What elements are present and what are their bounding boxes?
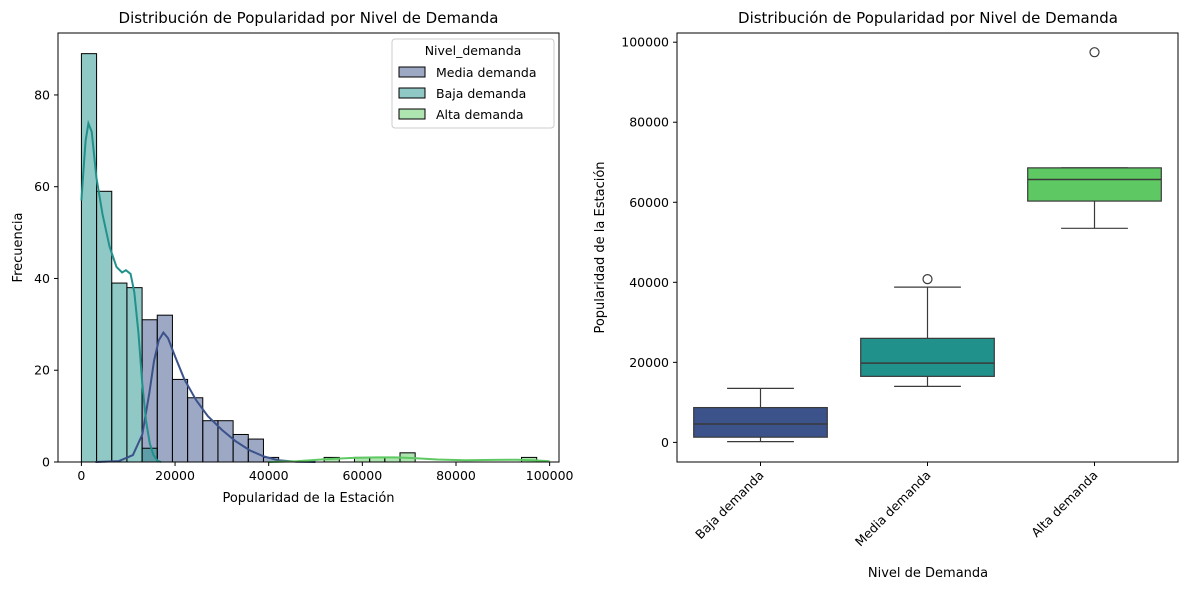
boxplot-title: Distribución de Popularidad por Nivel de… — [738, 9, 1118, 27]
hist-bar-baja-demanda-1 — [96, 190, 113, 463]
legend-label-baja: Baja demanda — [436, 86, 526, 101]
box-media-demanda — [860, 337, 995, 377]
hist-xtick-label-4: 80000 — [436, 468, 476, 483]
hist-bar-baja-demanda-4 — [141, 447, 158, 463]
hist-xtick-label-1: 20000 — [155, 468, 195, 483]
histogram-kde-lines — [80, 119, 550, 463]
hist-ytick-label-2: 40 — [34, 271, 50, 286]
histogram-bars — [80, 53, 538, 463]
box-ytick-label-3: 60000 — [629, 195, 669, 210]
legend-swatch-baja — [398, 87, 426, 99]
box-ytick-label-2: 40000 — [629, 275, 669, 290]
boxplot-x-label: Nivel de Demanda — [868, 566, 988, 581]
legend-swatch-alta — [398, 108, 426, 120]
histogram-title: Distribución de Popularidad por Nivel de… — [119, 9, 499, 27]
box-baja-demanda — [693, 406, 828, 438]
hist-bar-baja-demanda-2 — [111, 282, 128, 463]
histogram-y-label: Frecuencia — [11, 213, 26, 283]
box-ytick-label-1: 20000 — [629, 355, 669, 370]
legend-swatch-media — [398, 66, 426, 78]
box-ytick-label-5: 100000 — [621, 35, 669, 50]
box-ytick-label-4: 80000 — [629, 115, 669, 130]
histogram-chart: Distribución de Popularidad por Nivel de… — [11, 9, 574, 506]
hist-bar-baja-demanda-3 — [126, 287, 143, 463]
legend-label-media: Media demanda — [436, 65, 537, 80]
hist-xtick-label-2: 40000 — [249, 468, 289, 483]
hist-ytick-label-3: 60 — [34, 179, 50, 194]
hist-bar-baja-demanda-0 — [80, 53, 98, 463]
kde-line-alta-demanda — [268, 456, 550, 463]
outlier-media-demanda-0 — [922, 274, 933, 285]
boxplot-y-ticks: 0 20000 40000 60000 80000 100000 — [621, 35, 677, 450]
hist-ytick-label-0: 0 — [42, 455, 50, 470]
kde-line-baja-demanda — [80, 119, 162, 463]
hist-xtick-label-3: 60000 — [342, 468, 382, 483]
hist-bar-media-demanda-2 — [171, 378, 189, 463]
hist-xtick-label-5: 100000 — [526, 468, 574, 483]
kde-line-media-demanda — [95, 330, 316, 463]
legend-title: Nivel_demanda — [425, 43, 522, 58]
boxplot-y-label: Popularidad de la Estación — [593, 161, 608, 333]
hist-ytick-label-1: 20 — [34, 363, 50, 378]
histogram-y-ticks: 0 20 40 60 80 — [34, 87, 58, 470]
histogram-plot-frame — [57, 32, 560, 463]
boxplot-boxes — [693, 47, 1162, 443]
histogram-x-label: Popularidad de la Estación — [222, 491, 394, 506]
histogram-x-ticks: 0 20000 40000 60000 80000 100000 — [77, 462, 574, 483]
hist-bar-media-demanda-4 — [202, 420, 219, 463]
outlier-alta-demanda-0 — [1089, 47, 1100, 58]
hist-xtick-label-0: 0 — [77, 468, 85, 483]
box-ytick-label-0: 0 — [661, 435, 669, 450]
legend-frame — [391, 38, 555, 129]
histogram-legend: Nivel_demanda Media demanda Baja demanda… — [391, 38, 555, 129]
hist-ytick-label-4: 80 — [34, 87, 50, 102]
legend-label-alta: Alta demanda — [436, 107, 524, 122]
box-alta-demanda — [1027, 167, 1162, 202]
